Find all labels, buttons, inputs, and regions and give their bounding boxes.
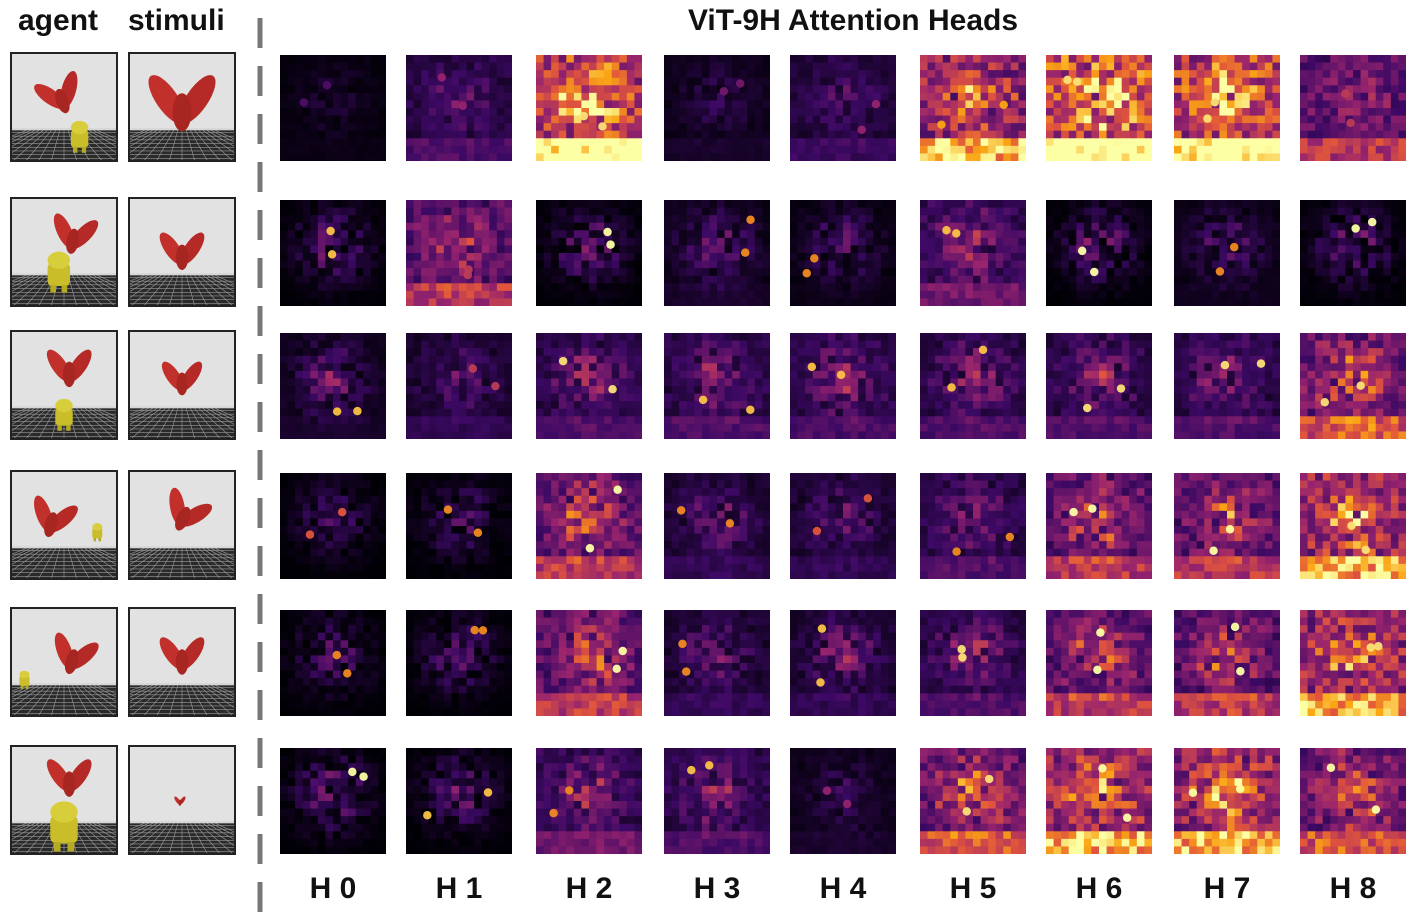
attention-heatmap <box>920 55 1026 161</box>
attention-heatmap <box>1300 200 1406 306</box>
attention-heatmap <box>536 55 642 161</box>
attention-heatmap <box>920 333 1026 439</box>
attention-heatmap <box>1046 333 1152 439</box>
agent-image <box>10 745 118 855</box>
attention-heatmap <box>1046 473 1152 579</box>
head-label: H 4 <box>819 872 867 905</box>
attention-heatmap <box>406 748 512 854</box>
attention-heatmap <box>920 610 1026 716</box>
head-label: H 0 <box>309 872 357 905</box>
attention-heatmap <box>1046 610 1152 716</box>
head-label: H 3 <box>693 872 741 905</box>
stimulus-image <box>128 330 236 440</box>
attention-heatmap <box>1300 748 1406 854</box>
attention-heatmap <box>1300 55 1406 161</box>
attention-heatmap <box>536 333 642 439</box>
attention-heatmap <box>1174 200 1280 306</box>
attention-heatmap <box>790 333 896 439</box>
attention-heatmap <box>1174 55 1280 161</box>
stimulus-image <box>128 52 236 162</box>
attention-heatmap <box>664 473 770 579</box>
attention-heatmap <box>406 333 512 439</box>
stimulus-image <box>128 197 236 307</box>
stimulus-image <box>128 470 236 580</box>
agent-image <box>10 330 118 440</box>
attention-heatmap <box>536 610 642 716</box>
agent-image <box>10 197 118 307</box>
attention-heatmap <box>920 200 1026 306</box>
attention-heatmap <box>406 55 512 161</box>
attention-heatmap <box>1046 748 1152 854</box>
attention-heatmap <box>1300 473 1406 579</box>
attention-heatmap <box>1300 610 1406 716</box>
attention-heatmap <box>1174 610 1280 716</box>
attention-heatmap <box>790 748 896 854</box>
agent-column-header: agent <box>18 4 99 37</box>
attention-heatmap <box>664 55 770 161</box>
figure-title: ViT-9H Attention Heads <box>687 4 1019 37</box>
attention-heatmap <box>664 748 770 854</box>
stimuli-column-header: stimuli <box>128 4 225 37</box>
agent-image <box>10 470 118 580</box>
head-label: H 1 <box>435 872 483 905</box>
attention-heatmap <box>406 473 512 579</box>
attention-heatmap <box>664 610 770 716</box>
attention-heatmap <box>536 473 642 579</box>
attention-heatmap <box>790 610 896 716</box>
attention-heatmap <box>1174 333 1280 439</box>
dashed-divider <box>257 18 263 914</box>
attention-heatmap <box>406 610 512 716</box>
head-label: H 7 <box>1203 872 1251 905</box>
attention-heatmap <box>280 55 386 161</box>
attention-heatmap <box>1046 55 1152 161</box>
attention-heatmap <box>406 200 512 306</box>
attention-heatmap <box>1046 200 1152 306</box>
attention-heatmap <box>280 473 386 579</box>
attention-heatmap <box>1174 748 1280 854</box>
stimulus-image <box>128 607 236 717</box>
stimulus-image <box>128 745 236 855</box>
attention-heatmap <box>280 610 386 716</box>
head-label: H 2 <box>565 872 613 905</box>
agent-image <box>10 607 118 717</box>
attention-heatmap <box>664 333 770 439</box>
attention-heatmap <box>536 748 642 854</box>
attention-heatmap <box>280 200 386 306</box>
attention-heatmap <box>1300 333 1406 439</box>
head-label: H 8 <box>1329 872 1377 905</box>
attention-heatmap <box>664 200 770 306</box>
attention-heatmap <box>280 333 386 439</box>
attention-heatmap <box>920 473 1026 579</box>
attention-heatmap <box>280 748 386 854</box>
head-label: H 6 <box>1075 872 1123 905</box>
agent-image <box>10 52 118 162</box>
attention-heatmap <box>536 200 642 306</box>
attention-heatmap <box>790 473 896 579</box>
attention-heatmap <box>920 748 1026 854</box>
head-label: H 5 <box>949 872 997 905</box>
attention-heatmap <box>790 200 896 306</box>
attention-heatmap <box>790 55 896 161</box>
attention-heatmap <box>1174 473 1280 579</box>
